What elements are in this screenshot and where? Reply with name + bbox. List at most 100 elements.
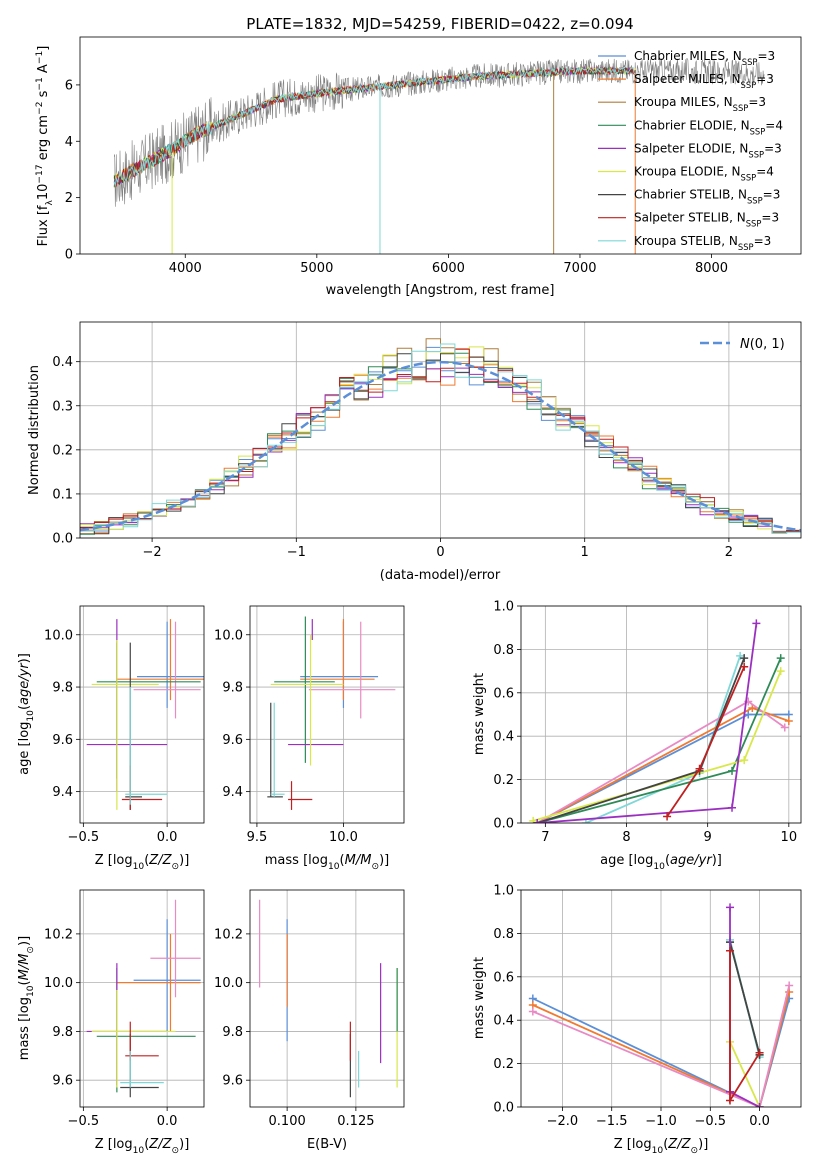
- plot-area: [86, 619, 204, 810]
- x-tick-label: 6000: [432, 261, 465, 276]
- mass-vs-z-panel: −0.5 0.0 9.6 9.8 10.0 10.2 Z [log10(Z/Z⊙)] mass…: [17, 889, 205, 1156]
- chart-title: PLATE=1832, MJD=54259, FIBERID=0422, z=0…: [246, 15, 633, 33]
- x-tick-label: −1.5: [596, 1114, 628, 1129]
- error-bar-point: [116, 933, 201, 1032]
- weight-line: [532, 991, 791, 1107]
- error-bar-point: [288, 619, 344, 746]
- weight-marker: [726, 903, 735, 912]
- weight-marker: [744, 710, 753, 719]
- x-axis-label: (data-model)/error: [380, 568, 501, 583]
- x-tick-label: 7000: [563, 261, 596, 276]
- residuals-panel: −2 −1 0 1 2 0.0 0.1 0.2 0.3 0.4 (data-model)/error…: [27, 321, 802, 583]
- error-bar-point: [125, 642, 142, 810]
- x-tick-label: 1: [581, 545, 589, 560]
- y-tick-label: 10.2: [214, 927, 243, 942]
- y-tick-label: 0.2: [52, 443, 73, 458]
- weight-line: [536, 713, 789, 823]
- error-bar-point: [86, 963, 168, 1086]
- y-tick-label: 0.2: [493, 773, 514, 788]
- tick-marks: [76, 84, 712, 258]
- error-bar-point: [300, 619, 375, 701]
- legend-label: Salpeter ELODIE, NSSP=3: [634, 141, 782, 159]
- error-bar-point: [133, 919, 201, 1032]
- axes-frame: [520, 889, 802, 1108]
- tick-marks: [246, 933, 357, 1111]
- weight-line: [532, 997, 791, 1107]
- y-tick-label: 0: [65, 248, 73, 263]
- x-tick-label: 2: [725, 545, 733, 560]
- plot-area: [113, 58, 765, 254]
- weight-line: [585, 655, 741, 823]
- error-bar-point: [120, 1033, 159, 1098]
- error-bar-point: [86, 619, 168, 792]
- y-tick-label: 0.6: [493, 686, 514, 701]
- x-axis-label: Z [log10(Z/Z⊙)]: [95, 1137, 190, 1156]
- weight-series: [726, 946, 764, 1105]
- legend-label: Salpeter MILES, NSSP=3: [634, 72, 774, 90]
- x-axis-label: age [log10(age/yr)]: [600, 853, 722, 872]
- y-tick-label: 9.8: [52, 1025, 73, 1040]
- error-bar-point: [274, 616, 335, 763]
- weight-marker: [752, 619, 761, 628]
- weight-marker: [528, 1007, 537, 1016]
- y-tick-label: 0.8: [493, 927, 514, 942]
- weight-marker: [755, 1103, 764, 1107]
- x-axis-label: E(B-V): [307, 1137, 347, 1152]
- y-tick-label: 0.6: [493, 970, 514, 985]
- x-axis-label: mass [log10(M/M⊙)]: [265, 853, 389, 872]
- weight-marker: [728, 803, 737, 812]
- legend-label: Kroupa MILES, NSSP=3: [634, 95, 766, 113]
- weight-series: [529, 667, 785, 823]
- y-tick-label: 9.6: [52, 733, 73, 748]
- x-tick-label: 8000: [695, 261, 728, 276]
- error-bar-point: [267, 702, 283, 798]
- tick-marks: [76, 361, 730, 542]
- x-tick-label: −2.0: [547, 1114, 579, 1129]
- weight-marker: [695, 764, 704, 773]
- age-vs-z-panel: −0.5 0.0 9.4 9.6 9.8 10.0 Z [log10(Z/Z⊙)] age […: [17, 605, 205, 872]
- legend-label: Chabrier MILES, NSSP=3: [634, 49, 775, 67]
- weight-marker: [726, 1096, 735, 1105]
- weight-marker: [740, 662, 749, 671]
- gaussian-curve: [80, 360, 801, 532]
- x-tick-label: 0.100: [269, 1114, 306, 1129]
- x-tick-label: 0.0: [749, 1114, 770, 1129]
- weight-marker: [755, 1048, 764, 1057]
- axes-frame: [79, 36, 802, 255]
- weight-series: [533, 619, 761, 823]
- axes-frame: [79, 889, 205, 1108]
- y-tick-label: 9.8: [52, 681, 73, 696]
- weight-marker: [736, 651, 745, 660]
- weight-marker: [784, 717, 793, 726]
- weight-series: [533, 654, 785, 823]
- y-tick-label: 0.0: [52, 532, 73, 547]
- x-axis-label: Z [log10(Z/Z⊙)]: [614, 1137, 709, 1156]
- spectrum-panel: PLATE=1832, MJD=54259, FIBERID=0422, z=0…: [35, 15, 802, 298]
- x-tick-label: −0.5: [68, 830, 100, 845]
- legend-label: Kroupa ELODIE, NSSP=4: [634, 165, 774, 183]
- error-bar-point: [96, 642, 201, 779]
- legend: N(0, 1): [700, 337, 785, 352]
- y-tick-label: 0.0: [493, 817, 514, 832]
- y-tick-label: 4: [65, 135, 73, 150]
- y-tick-label: 1.0: [493, 884, 514, 899]
- y-tick-label: 9.8: [222, 1025, 243, 1040]
- error-bar-point: [150, 899, 201, 998]
- weight-line: [729, 941, 761, 1056]
- error-bar-point: [121, 765, 163, 810]
- x-tick-label: 7: [541, 830, 549, 845]
- x-tick-label: 10.0: [329, 830, 358, 845]
- axes: −2 −1 0 1 2 0.0 0.1 0.2 0.3 0.4: [52, 321, 802, 560]
- weight-marker: [529, 816, 538, 823]
- observed-spectrum: [113, 58, 765, 207]
- axes: −2.0 −1.5 −1.0 −0.5 0.0 0.0 0.2 0.4 0.6 0.8 1.0: [493, 884, 802, 1129]
- x-tick-label: −2: [143, 545, 162, 560]
- y-tick-label: 0.4: [493, 1014, 514, 1029]
- weight-series: [726, 903, 764, 1107]
- plot-area: [86, 899, 201, 1098]
- error-bar-point: [125, 687, 168, 805]
- x-tick-label: 9.5: [247, 830, 268, 845]
- plot-area: [529, 619, 793, 823]
- error-bar-point: [133, 621, 201, 719]
- x-tick-label: −0.5: [68, 1114, 100, 1129]
